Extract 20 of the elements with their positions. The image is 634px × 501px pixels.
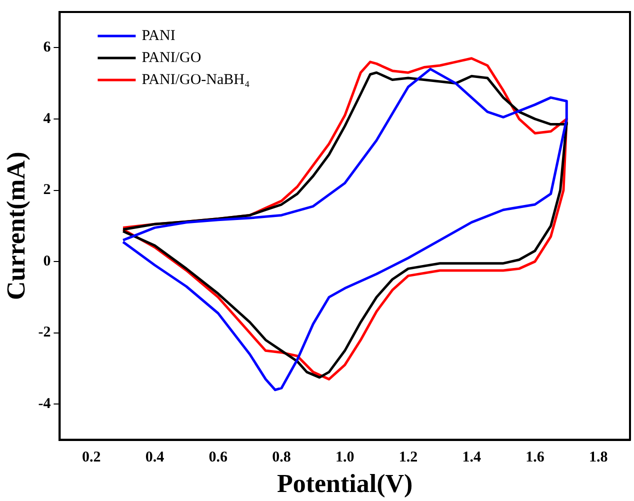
y-axis-title: Current(mA) xyxy=(1,152,30,300)
y-tick-label: -4 xyxy=(38,396,52,412)
x-tick-label: 1.4 xyxy=(462,450,482,466)
legend-label: PANI/GO xyxy=(142,50,202,66)
x-tick-label: 1.0 xyxy=(335,450,354,466)
x-tick-label: 0.2 xyxy=(82,450,101,466)
legend-label: PANI xyxy=(142,28,176,44)
x-tick-label: 1.8 xyxy=(588,450,608,466)
x-tick-label: 1.6 xyxy=(526,450,545,466)
x-axis-title: Potential(V) xyxy=(276,469,413,498)
y-tick-label: 0 xyxy=(43,253,51,270)
y-tick-label: -2 xyxy=(38,324,51,341)
legend-label: PANI/GO-NaBH₄ xyxy=(142,72,250,88)
x-tick-label: 0.8 xyxy=(272,450,291,466)
x-tick-label: 1.2 xyxy=(398,450,418,466)
y-tick-label: 4 xyxy=(43,110,52,127)
y-tick-label: 2 xyxy=(43,182,51,198)
x-tick-label: 0.4 xyxy=(145,450,165,466)
x-tick-label: 0.6 xyxy=(208,450,228,466)
y-tick-label: 6 xyxy=(43,40,52,56)
